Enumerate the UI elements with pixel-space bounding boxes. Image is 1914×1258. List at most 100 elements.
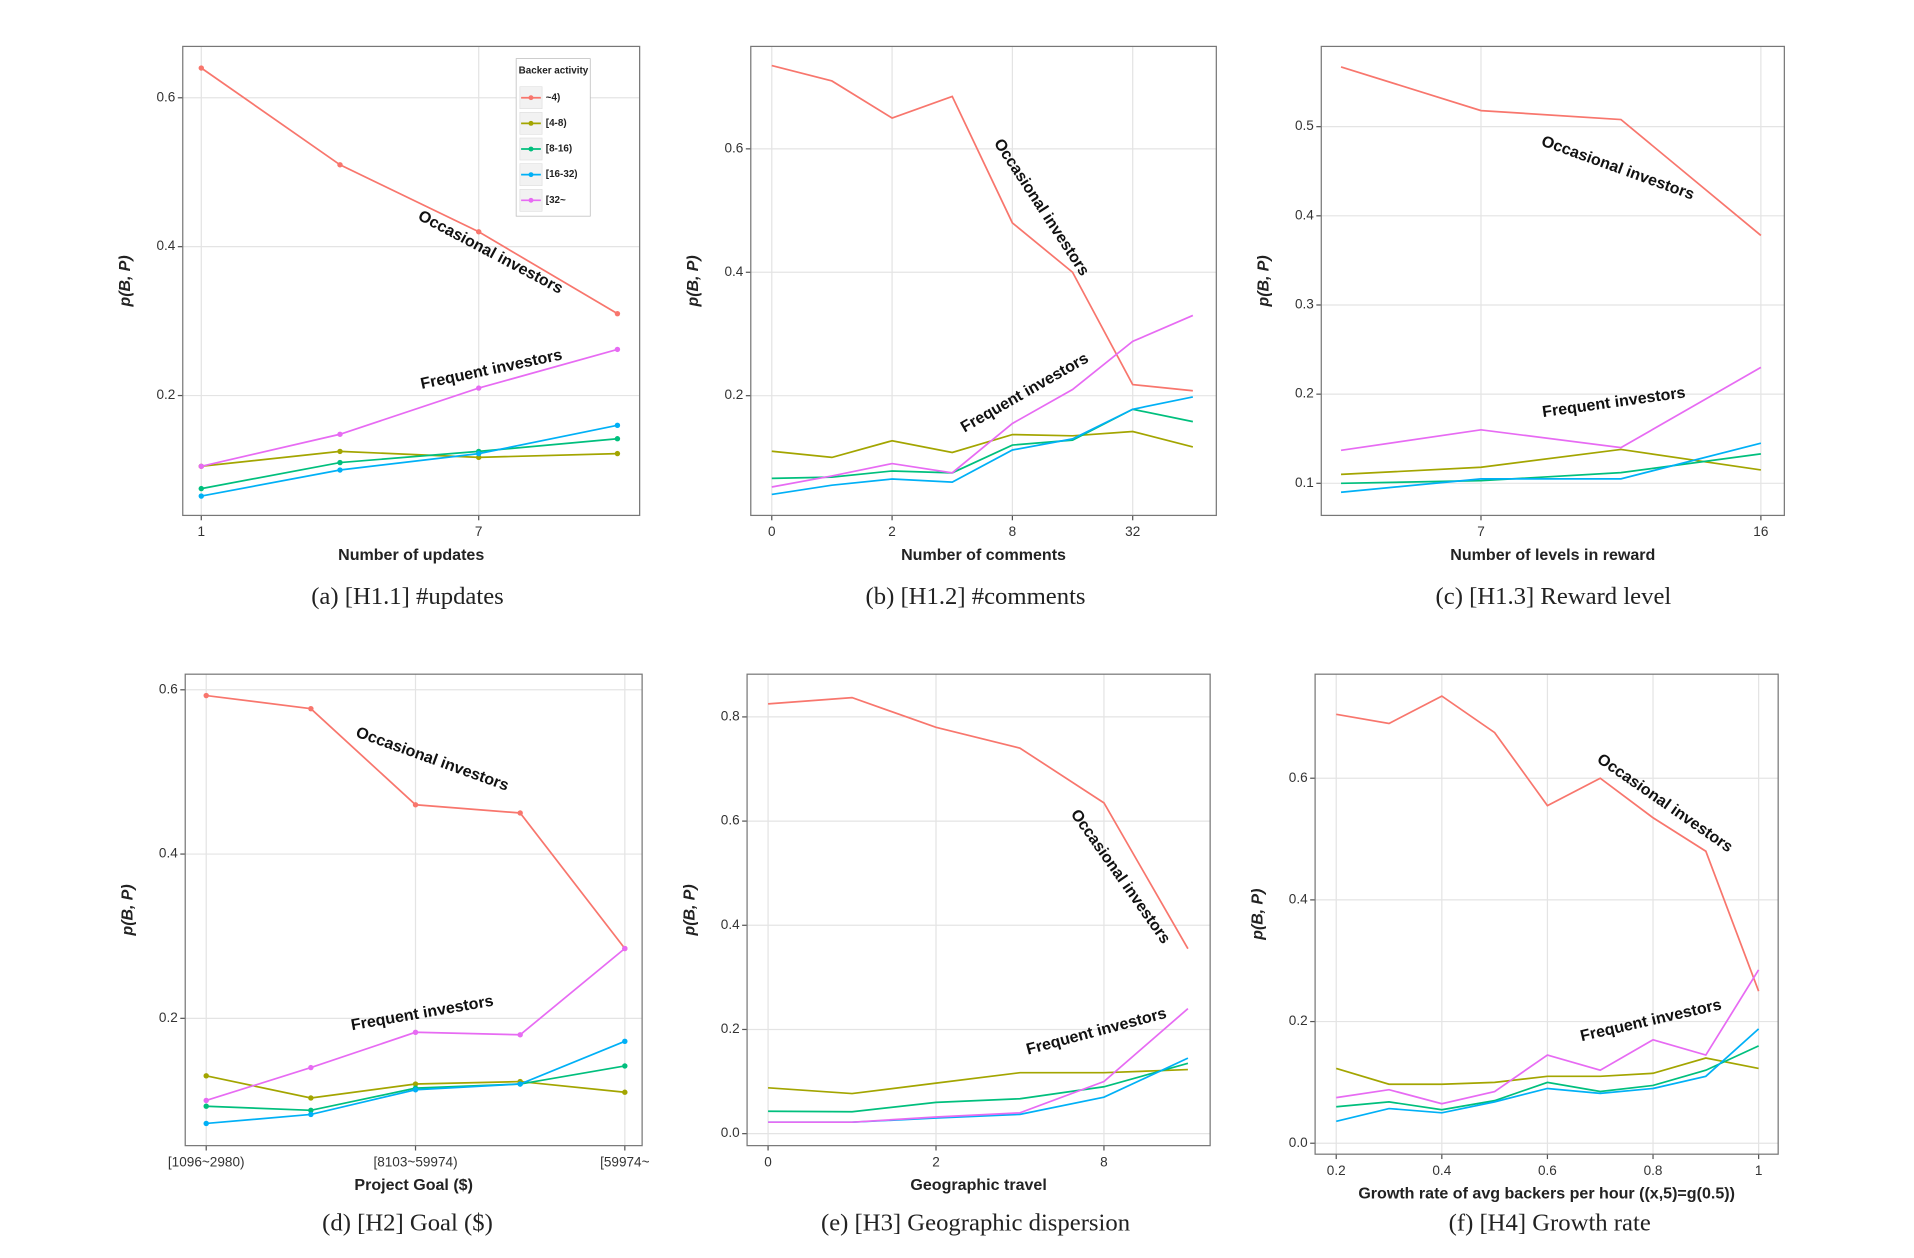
series-point [614, 422, 621, 429]
series-point [475, 450, 482, 457]
x-tick-label: [59974~ [600, 1154, 650, 1169]
series-point [614, 450, 621, 457]
plot-border [184, 673, 643, 1147]
series-line [771, 314, 1194, 488]
y-tick-label: 0.2 [156, 387, 175, 402]
y-tick-label: 0.2 [721, 1021, 740, 1036]
y-axis-label: p(B, P) [685, 255, 702, 307]
series-point [337, 448, 343, 455]
series-point [622, 945, 628, 952]
legend-label: [8-16) [546, 144, 572, 155]
series-point [412, 1087, 419, 1093]
series-line [1336, 1028, 1760, 1123]
x-axis-label: Geographic travel [910, 1177, 1046, 1194]
y-axis-label: p(B, P) [120, 884, 137, 936]
series-point [412, 1029, 419, 1035]
series-point [308, 1064, 314, 1071]
legend-label: [16-32) [546, 169, 578, 180]
y-tick-label: 0.6 [721, 813, 740, 828]
panel: 0.2 0.4 0.6 0.8 1 0.0 0.2 0.4 0.6 Growth rate of … [1249, 673, 1779, 1237]
series-line [1336, 695, 1760, 992]
series-line [1340, 66, 1762, 237]
x-tick-label: 8 [1100, 1154, 1108, 1169]
y-tick-label: 0.4 [724, 264, 743, 279]
panel: 7 16 0.1 0.2 0.3 0.4 0.5 Number of levels in re… [1256, 45, 1785, 610]
x-tick-label: 16 [1753, 524, 1768, 539]
series-point [614, 346, 621, 353]
y-axis-label: p(B, P) [117, 255, 134, 307]
y-tick-label: 0.3 [1295, 297, 1314, 312]
panel: [1096~2980) [8103~59974) [59974~ 0.2 0.4 0.6 P… [120, 673, 650, 1237]
x-tick-label: 8 [1009, 524, 1017, 539]
series-point [337, 431, 343, 437]
x-tick-label: 1 [1755, 1163, 1763, 1178]
caption: (b) [H1.2] #comments [866, 583, 1086, 610]
y-tick-label: 0.6 [724, 140, 743, 155]
panel: 1 7 0.2 0.4 0.6 Number of updates p(B, P) (a) [… [117, 45, 641, 610]
x-tick-label: 0.8 [1644, 1163, 1663, 1178]
series-line [201, 424, 618, 497]
series-point [517, 810, 523, 816]
series-point [622, 1038, 628, 1045]
x-tick-label: 1 [198, 524, 206, 539]
series-line [201, 450, 618, 468]
x-tick-label: 2 [888, 524, 896, 539]
series-line [201, 348, 618, 468]
x-tick-label: 0 [768, 524, 776, 539]
series-line [768, 1062, 1189, 1113]
y-tick-label: 0.4 [721, 917, 740, 932]
x-axis-label: Number of comments [901, 547, 1066, 564]
y-tick-label: 0.2 [1295, 386, 1314, 401]
series-line [1335, 1057, 1759, 1086]
series-line [1340, 448, 1762, 476]
series-point [308, 1095, 314, 1101]
y-tick-label: 0.8 [721, 709, 740, 724]
series-point [475, 229, 482, 235]
series-point [198, 485, 204, 492]
series-point [622, 1063, 628, 1069]
legend-dot [528, 146, 534, 152]
caption: (d) [H2] Goal ($) [322, 1210, 493, 1237]
series-point [337, 467, 343, 473]
series-point [308, 1107, 314, 1114]
panel: 0 2 8 0.0 0.2 0.4 0.6 0.8 Geographic travel p(B, … [681, 673, 1211, 1237]
plot-border [1320, 45, 1785, 517]
legend-label: [4-8) [546, 118, 567, 129]
series-line [1340, 442, 1762, 494]
x-tick-label: 0 [764, 1154, 772, 1169]
x-tick-label: 0.4 [1432, 1163, 1451, 1178]
plot-border [746, 673, 1211, 1147]
legend-title: Backer activity [519, 65, 589, 76]
plot-background [1315, 674, 1779, 1155]
y-tick-label: 0.6 [156, 89, 175, 104]
series-point [517, 1081, 523, 1087]
series-point [203, 1097, 209, 1104]
series-point [203, 692, 209, 699]
legend-label: ~4) [546, 92, 561, 103]
series-line [200, 67, 618, 315]
y-tick-label: 0.6 [159, 681, 178, 696]
caption: (e) [H3] Geographic dispersion [821, 1210, 1130, 1237]
y-tick-label: 0.2 [724, 387, 743, 402]
series-point [198, 463, 204, 469]
plot-background [750, 46, 1217, 516]
legend-dot [528, 172, 534, 178]
series-point [622, 1089, 628, 1095]
series-line [771, 64, 1193, 392]
y-tick-label: 0.4 [159, 846, 178, 861]
x-tick-label: 7 [475, 524, 483, 539]
caption: (c) [H1.3] Reward level [1436, 583, 1672, 610]
legend-label: [32~ [546, 195, 566, 206]
x-tick-label: 32 [1125, 524, 1140, 539]
series-line [768, 1007, 1189, 1124]
series-line [771, 396, 1194, 496]
series-line [201, 437, 618, 490]
x-tick-label: [8103~59974) [373, 1154, 457, 1169]
series-point [337, 162, 343, 168]
series-point [412, 802, 419, 808]
y-tick-label: 0.1 [1295, 475, 1314, 490]
series-line [1341, 453, 1761, 485]
series-point [198, 65, 204, 71]
y-axis-label: p(B, P) [681, 884, 698, 936]
